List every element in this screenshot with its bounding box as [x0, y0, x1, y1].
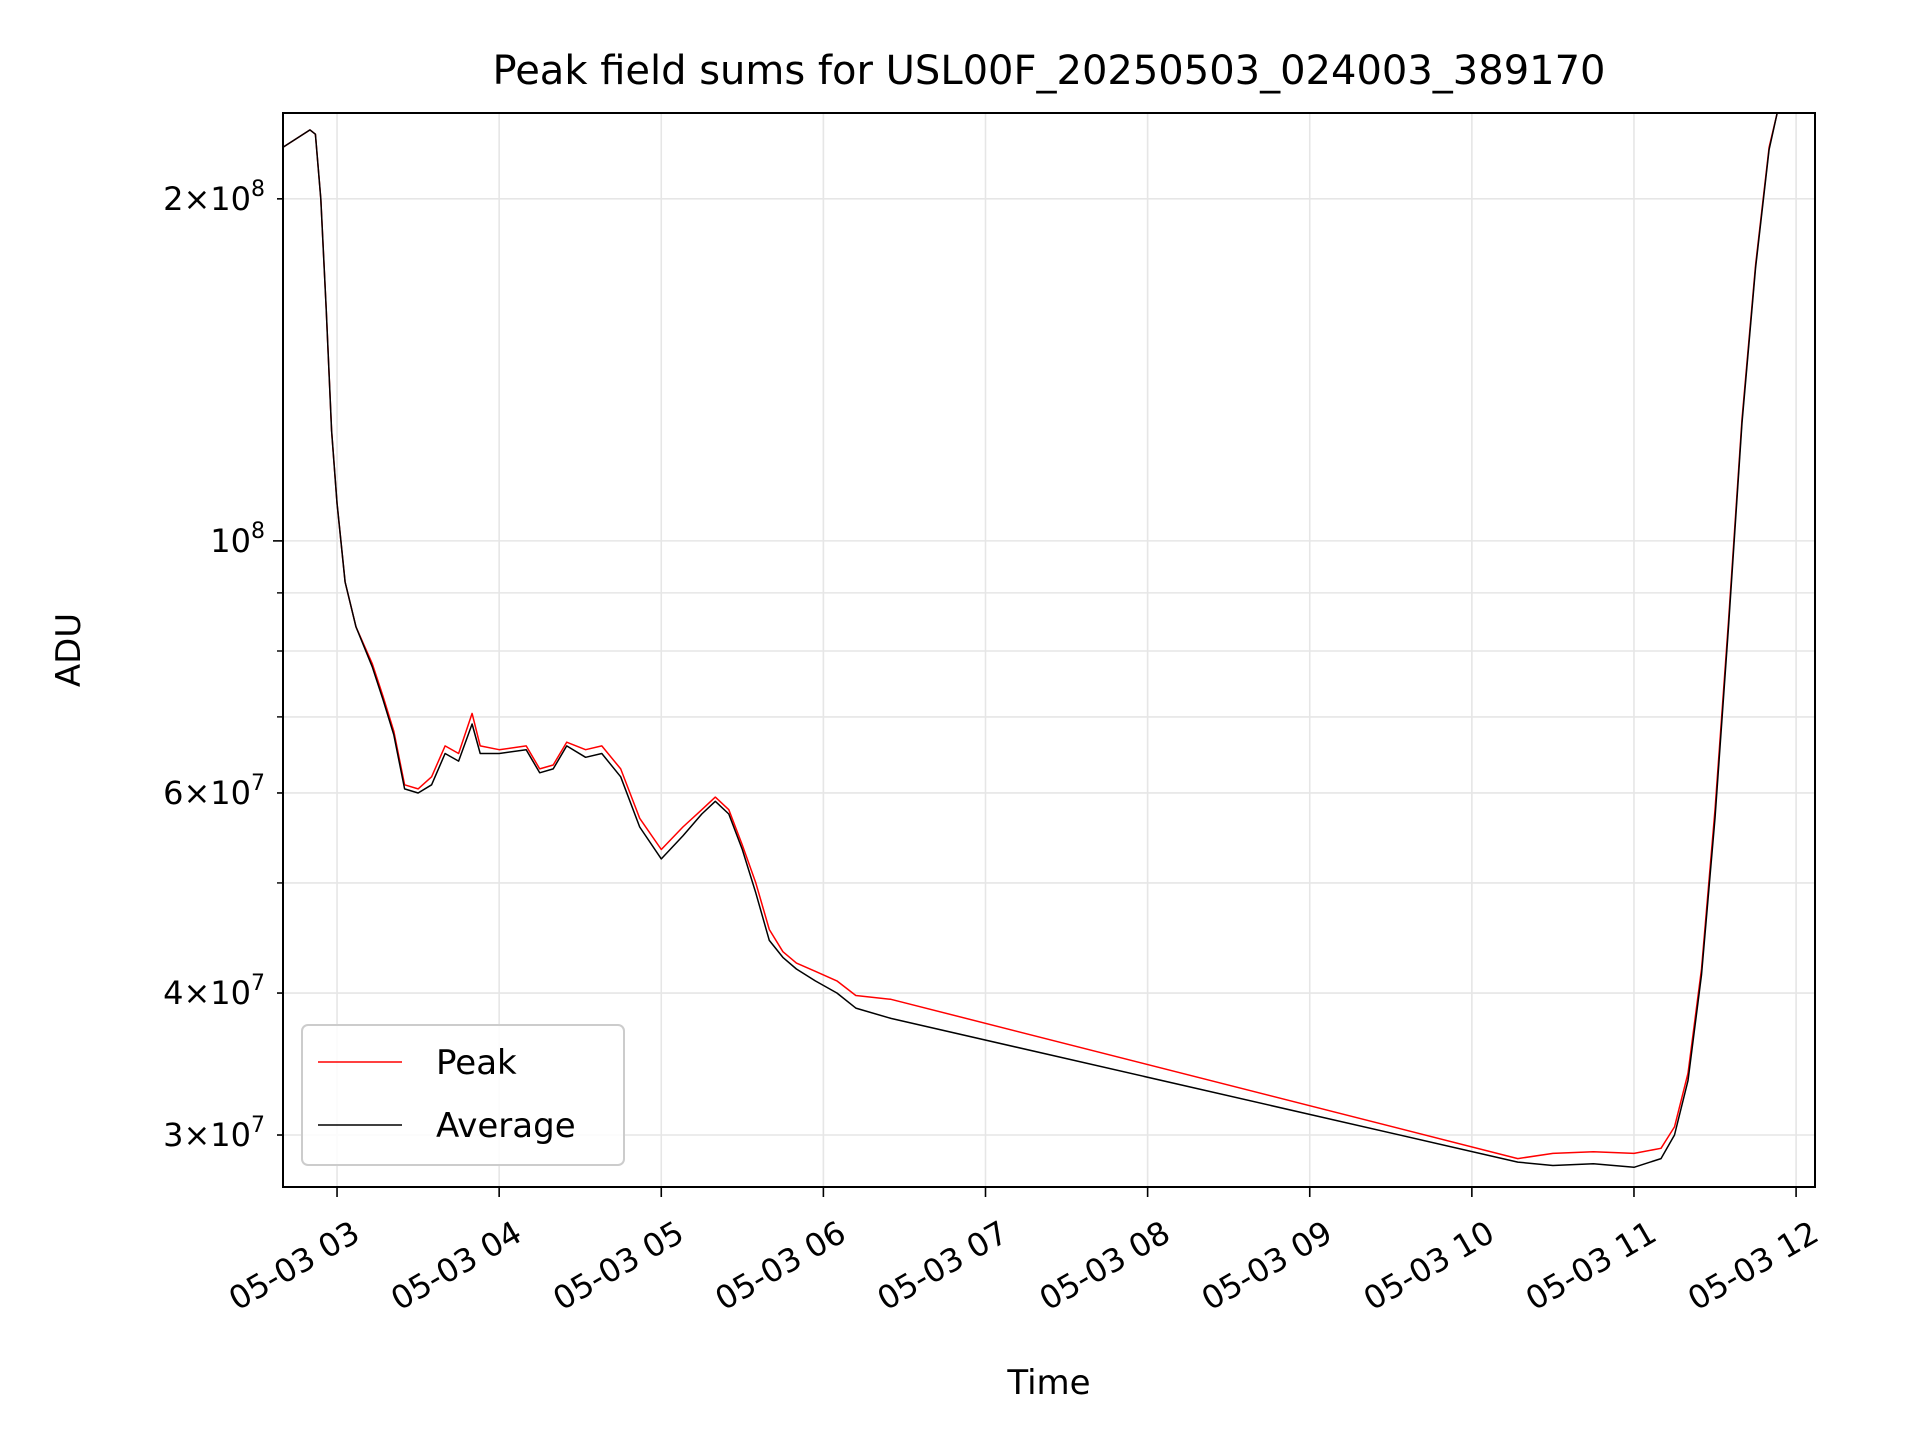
series-lines — [283, 113, 1778, 1169]
x-axis-label: Time — [1006, 1363, 1090, 1403]
y-tick-label: 2×108 — [163, 177, 265, 218]
y-axis-label: ADU — [49, 613, 89, 687]
y-tick-label: 3×107 — [163, 1113, 265, 1154]
grid — [283, 113, 1815, 1187]
legend-label-average: Average — [436, 1106, 576, 1146]
series-line-average — [283, 113, 1778, 1169]
y-tick-label: 4×107 — [163, 971, 265, 1012]
chart-title: Peak field sums for USL00F_20250503_0240… — [493, 48, 1606, 94]
y-tick-label: 108 — [210, 519, 265, 560]
axes-frame — [282, 112, 1816, 1188]
series-line-peak — [283, 113, 1778, 1160]
legend: Peak Average — [301, 1024, 625, 1166]
legend-box — [301, 1024, 625, 1166]
y-tick-label: 6×107 — [163, 771, 265, 812]
legend-label-peak: Peak — [436, 1043, 517, 1083]
